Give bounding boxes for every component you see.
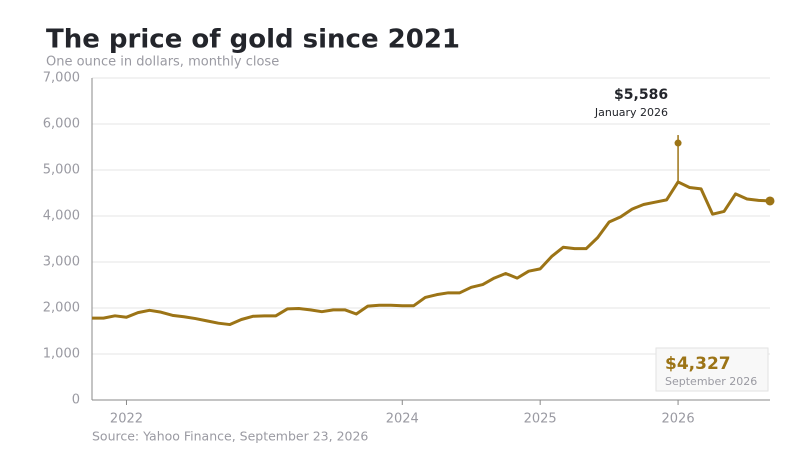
y-tick-label: 7,000 <box>43 71 80 86</box>
y-tick-label: 3,000 <box>43 255 80 270</box>
end-value: $4,327 <box>665 354 731 374</box>
source-note: Source: Yahoo Finance, September 23, 202… <box>92 429 368 444</box>
peak-dot <box>674 139 682 147</box>
peak-date: January 2026 <box>594 106 668 119</box>
x-tick-label: 2026 <box>662 412 695 427</box>
y-tick-label: 5,000 <box>43 163 80 178</box>
chart-title: The price of gold since 2021 <box>46 25 460 55</box>
y-tick-label: 1,000 <box>43 347 80 362</box>
chart-subtitle: One ounce in dollars, monthly close <box>46 55 279 70</box>
y-tick-label: 2,000 <box>43 301 80 316</box>
end-date: September 2026 <box>665 375 757 388</box>
x-tick-label: 2024 <box>386 412 419 427</box>
callout-box <box>655 347 769 392</box>
y-tick-label: 6,000 <box>43 117 80 132</box>
x-tick-label: 2025 <box>524 412 557 427</box>
peak-value: $5,586 <box>614 87 668 103</box>
y-tick-label: 0 <box>72 393 80 408</box>
y-tick-label: 4,000 <box>43 209 80 224</box>
price-line <box>92 180 771 327</box>
x-tick-label: 2022 <box>110 412 143 427</box>
end-dot <box>765 196 775 206</box>
